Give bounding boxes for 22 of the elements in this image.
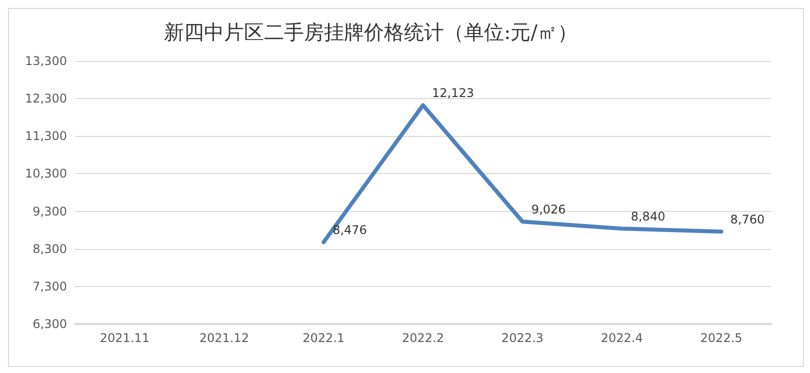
x-tick-label: 2022.1 <box>302 331 345 345</box>
y-tick-label: 11,300 <box>25 129 67 144</box>
data-label: 9,026 <box>531 202 566 217</box>
data-label: 8,476 <box>332 223 367 238</box>
y-tick-label: 13,300 <box>25 54 67 68</box>
y-tick-label: 9,300 <box>32 204 67 218</box>
x-tick-label: 2022.3 <box>501 331 544 345</box>
y-tick-label: 12,300 <box>25 92 67 106</box>
x-tick-label: 2021.11 <box>100 331 150 345</box>
x-tick-label: 2022.2 <box>402 331 444 345</box>
data-label: 8,840 <box>630 210 666 224</box>
y-tick-label: 8,300 <box>32 242 67 256</box>
y-tick-label: 7,300 <box>32 279 67 294</box>
line-series <box>322 103 724 244</box>
chart-title: 新四中片区二手房挂牌价格统计（单位:元/㎡） <box>164 20 578 44</box>
x-tick-label: 2021.12 <box>199 331 249 345</box>
x-tick-label: 2022.4 <box>600 331 643 345</box>
y-tick-label: 6,300 <box>32 317 67 331</box>
y-tick-label: 10,300 <box>25 166 67 181</box>
data-label: 8,760 <box>730 212 765 227</box>
data-label: 12,123 <box>432 86 474 100</box>
x-tick-label: 2022.5 <box>700 331 742 345</box>
